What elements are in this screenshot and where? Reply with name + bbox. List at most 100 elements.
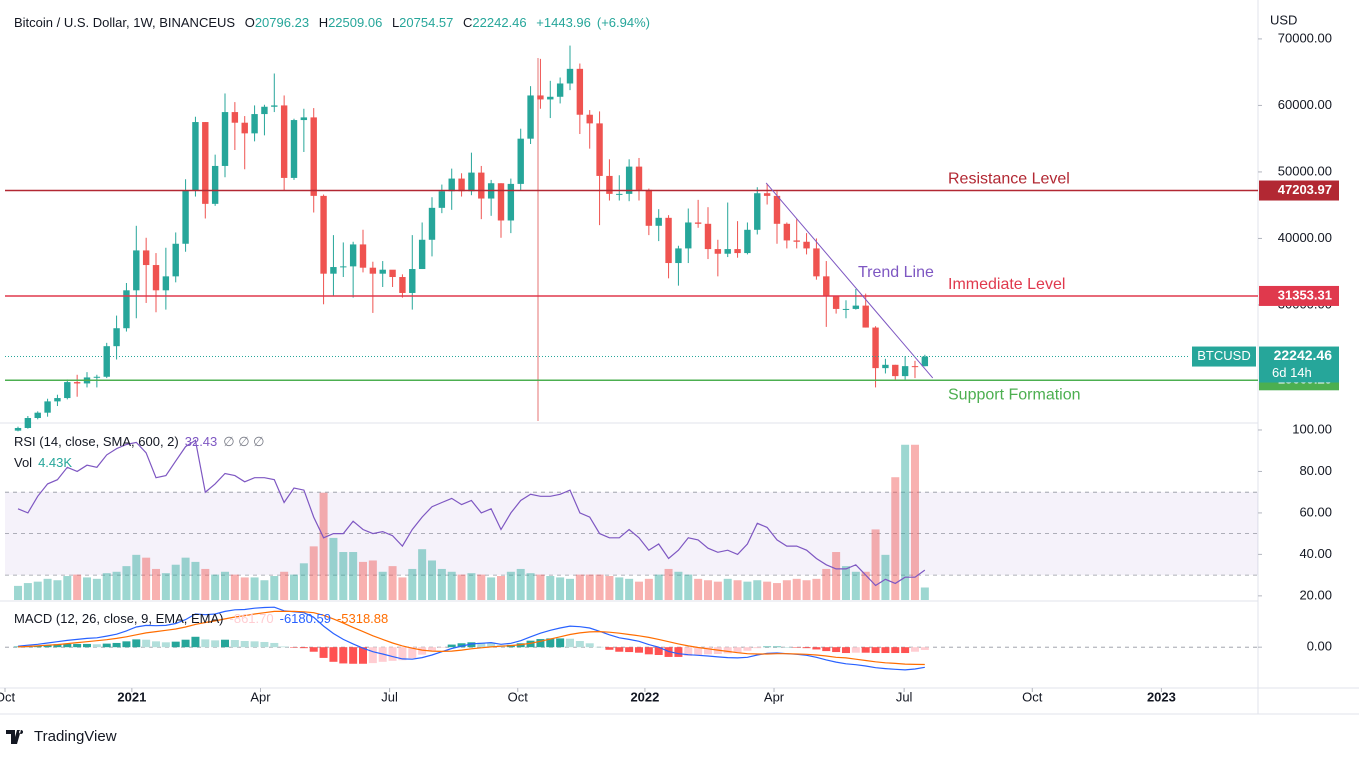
candle-body xyxy=(547,96,554,100)
volume-bar xyxy=(792,578,801,600)
macd-hist xyxy=(556,638,565,648)
macd-hist xyxy=(526,640,535,648)
candle-body xyxy=(704,223,712,250)
candle-body xyxy=(773,195,781,224)
candle-body xyxy=(123,290,130,329)
volume-bar xyxy=(339,552,348,600)
macd-hist xyxy=(536,639,545,648)
candle-body xyxy=(803,241,810,249)
x-tick-label: Apr xyxy=(764,689,785,704)
x-tick-label: Oct xyxy=(0,689,15,704)
volume-bar xyxy=(191,561,200,600)
candle-body xyxy=(645,189,653,226)
volume-bar xyxy=(575,574,584,600)
y-tick-label: 40.00 xyxy=(1299,546,1332,561)
volume-bar xyxy=(782,580,791,600)
candle-body xyxy=(694,222,702,224)
x-tick-label: 2023 xyxy=(1147,689,1176,704)
volume-bar xyxy=(723,578,732,600)
macd-hist xyxy=(270,642,279,648)
volume-bar xyxy=(881,554,890,600)
macd-hist xyxy=(53,644,62,648)
volume-bar xyxy=(73,574,82,600)
candle-body xyxy=(162,276,170,291)
macd-hist xyxy=(240,641,249,648)
vol-title: Vol xyxy=(14,455,33,470)
volume-bar xyxy=(398,577,407,600)
candle-body xyxy=(133,250,140,291)
volume-bar xyxy=(733,580,742,600)
volume-bar xyxy=(753,580,762,600)
axis-unit: USD xyxy=(1270,12,1297,27)
candle-body xyxy=(862,305,869,328)
trend-label: Trend Line xyxy=(858,264,934,281)
volume-bar xyxy=(664,568,673,600)
volume-bar xyxy=(861,571,870,600)
x-tick-label: 2021 xyxy=(117,689,146,704)
y-tick-label: 100.00 xyxy=(1292,421,1332,436)
x-tick-label: Jul xyxy=(896,689,913,704)
candle-body xyxy=(310,117,317,196)
level-label: Resistance Level xyxy=(948,171,1070,188)
volume-bar xyxy=(763,581,772,600)
ohlc-value: 20754.57 xyxy=(399,15,454,30)
volume-bar xyxy=(546,576,555,600)
candle-body xyxy=(330,267,337,274)
x-tick-label: Oct xyxy=(508,689,529,704)
candle-body xyxy=(231,112,239,123)
ohlc-letter: O xyxy=(244,15,255,30)
candle-body xyxy=(882,364,889,369)
level-tag xyxy=(1259,180,1339,201)
price-tag-text: 22242.46 xyxy=(1274,347,1333,363)
macd-hist xyxy=(546,638,555,648)
macd-value: -6180.59 xyxy=(279,611,331,626)
candle-body xyxy=(576,68,584,115)
volume-bar xyxy=(802,580,811,600)
volume-bar xyxy=(142,557,151,600)
rsi-legend: RSI (14, close, SMA, 600, 2) 32.43 ∅ ∅ ∅ xyxy=(14,434,270,450)
level-tag-text: 31353.31 xyxy=(1278,287,1332,302)
macd-hist xyxy=(152,641,161,648)
candle-body xyxy=(754,193,761,230)
volume-bar xyxy=(487,577,496,600)
candle-body xyxy=(556,83,564,97)
candle-body xyxy=(892,364,899,377)
macd-hist xyxy=(565,638,574,648)
volume-bar xyxy=(299,563,308,600)
candle-body xyxy=(793,240,800,242)
volume-bar xyxy=(506,571,515,600)
candle-body xyxy=(566,68,574,84)
macd-hist xyxy=(309,647,318,652)
macd-hist xyxy=(299,647,308,649)
candle-body xyxy=(517,138,524,184)
ohlc-letter: C xyxy=(463,15,473,30)
volume-bar xyxy=(122,566,131,600)
candle-body xyxy=(813,248,820,277)
macd-hist xyxy=(92,644,101,648)
candle-body xyxy=(113,328,120,347)
volume-bar xyxy=(408,568,417,600)
macd-hist xyxy=(575,641,584,648)
ohlc-value: 20796.23 xyxy=(254,15,310,30)
macd-hist xyxy=(703,647,712,655)
macd-hist xyxy=(901,647,910,654)
macd-hist xyxy=(83,643,92,648)
macd-hist xyxy=(891,647,900,654)
macd-hist xyxy=(388,647,397,661)
volume-bar xyxy=(841,566,850,600)
macd-hist xyxy=(427,647,436,652)
macd-hist xyxy=(634,647,643,653)
footer: TradingView xyxy=(6,728,117,745)
candle-body xyxy=(300,117,308,121)
volume-bar xyxy=(703,580,712,600)
candle-body xyxy=(192,122,199,191)
vol-value: 4.43K xyxy=(38,455,73,470)
volume-bar xyxy=(447,571,456,600)
macd-hist xyxy=(743,647,752,651)
volume-bar xyxy=(23,583,32,600)
macd-hist xyxy=(694,647,703,655)
volume-bar xyxy=(684,574,693,600)
volume-bar xyxy=(280,571,289,600)
macd-hist xyxy=(772,646,781,648)
